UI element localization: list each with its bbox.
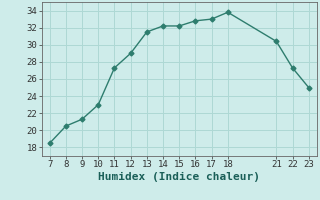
X-axis label: Humidex (Indice chaleur): Humidex (Indice chaleur)	[98, 172, 260, 182]
